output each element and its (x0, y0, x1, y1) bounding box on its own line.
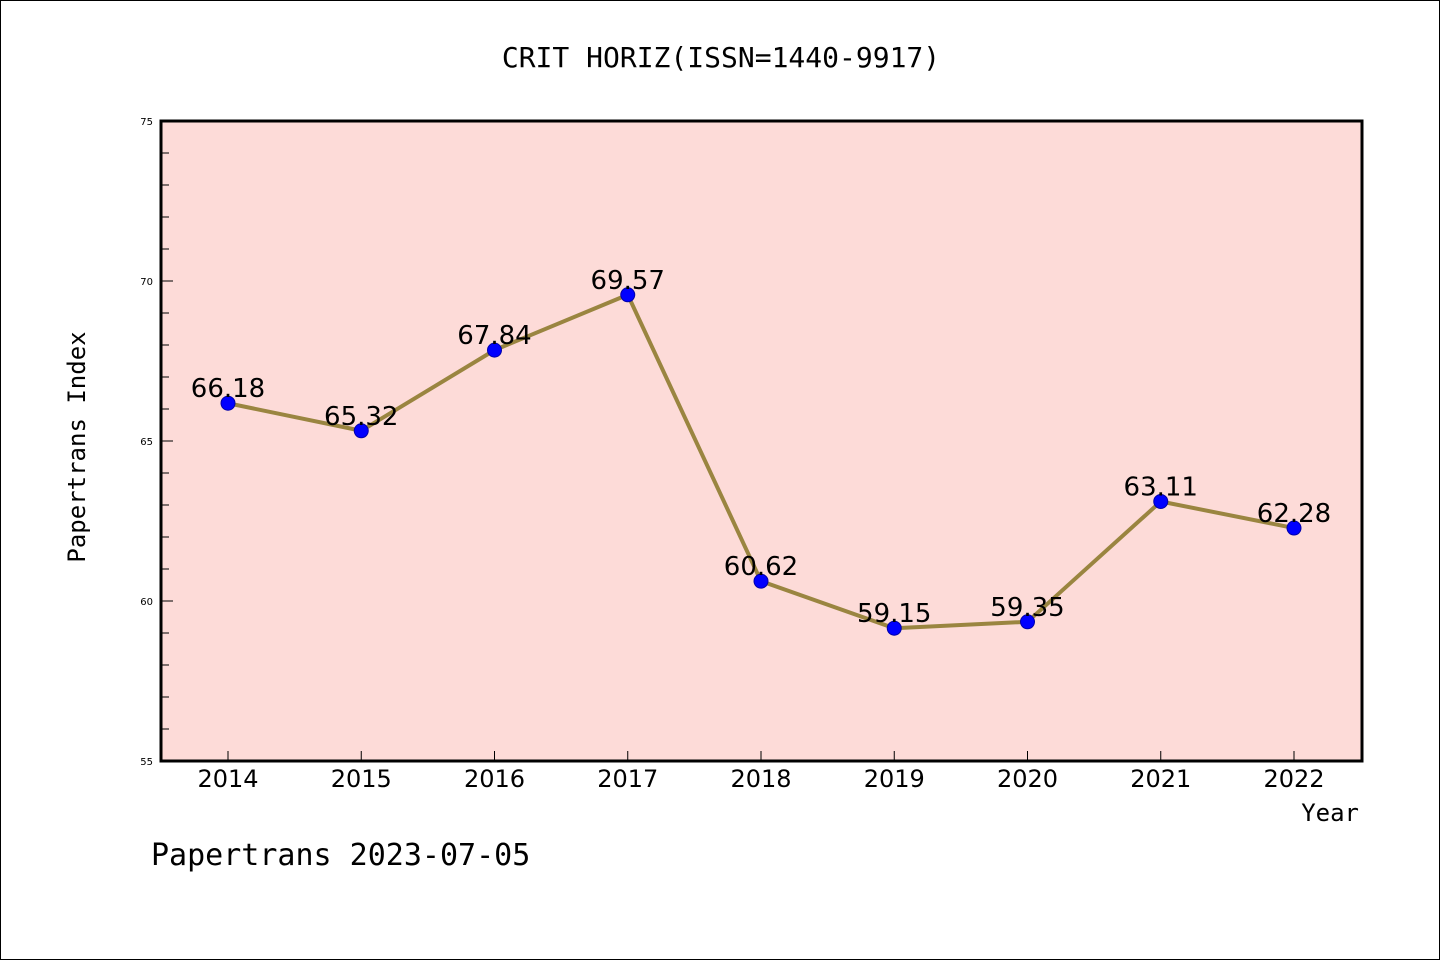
x-tick-label: 2014 (197, 765, 258, 793)
data-label: 59.35 (990, 593, 1064, 623)
data-label: 59.15 (857, 599, 931, 629)
data-point (487, 342, 502, 358)
data-point (220, 395, 236, 411)
y-axis-label: Papertrans Index (63, 331, 91, 562)
y-tick-label: 60 (140, 597, 153, 608)
data-point (1020, 614, 1035, 630)
data-label: 63.11 (1124, 472, 1198, 502)
data-label: 60.62 (724, 552, 798, 582)
data-label: 69.57 (591, 266, 665, 296)
data-point (886, 620, 902, 636)
plot-border (159, 119, 1364, 763)
data-point (1153, 493, 1169, 509)
plot-area (161, 121, 1362, 761)
x-axis: 2014 2015 2016 2017 2018 2019 2020 2021 2022 (197, 751, 1325, 793)
x-tick-label: 2021 (1130, 765, 1191, 793)
data-point (753, 573, 769, 589)
x-tick-label: 2017 (597, 765, 658, 793)
x-tick-label: 2018 (730, 765, 791, 793)
x-tick-label: 2022 (1263, 765, 1324, 793)
data-point (353, 423, 369, 439)
data-label: 67.84 (457, 321, 531, 351)
data-label: 65.32 (324, 402, 398, 432)
x-tick-label: 2016 (464, 765, 525, 793)
x-axis-label: Year (1301, 799, 1359, 827)
data-label: 66.18 (191, 374, 265, 404)
x-tick-label: 2015 (331, 765, 392, 793)
x-tick-label: 2020 (997, 765, 1058, 793)
data-point (620, 287, 636, 303)
y-tick-label: 65 (140, 437, 153, 448)
footer-text: Papertrans 2023-07-05 (151, 838, 530, 873)
chart-title: CRIT HORIZ(ISSN=1440-9917) (502, 41, 940, 74)
data-label: 62.28 (1257, 499, 1331, 529)
y-tick-label: 75 (140, 117, 153, 128)
y-tick-label: 70 (140, 277, 153, 288)
y-tick-label: 55 (140, 757, 153, 768)
x-tick-label: 2019 (864, 765, 925, 793)
data-point (1286, 520, 1302, 536)
series-line-group: 66.18 65.32 67.84 69.57 60.62 59.15 59.35 63.11… (191, 266, 1331, 636)
